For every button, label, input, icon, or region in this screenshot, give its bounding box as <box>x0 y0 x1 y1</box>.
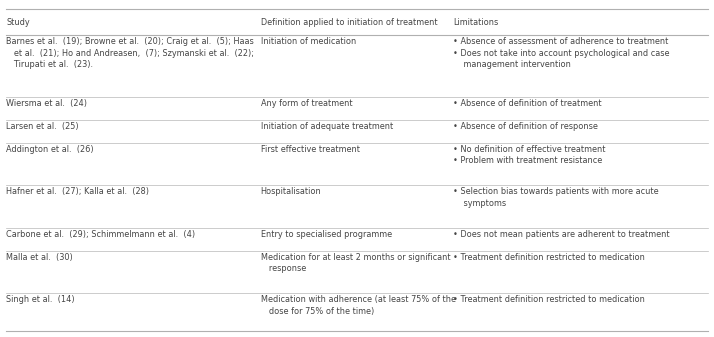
Text: Wiersma et al.  (24): Wiersma et al. (24) <box>6 99 87 108</box>
Text: • Treatment definition restricted to medication: • Treatment definition restricted to med… <box>453 253 645 262</box>
Text: Carbone et al.  (29); Schimmelmann et al.  (4): Carbone et al. (29); Schimmelmann et al.… <box>6 230 196 239</box>
Text: Entry to specialised programme: Entry to specialised programme <box>261 230 392 239</box>
Text: First effective treatment: First effective treatment <box>261 145 360 154</box>
Text: • Selection bias towards patients with more acute
    symptoms: • Selection bias towards patients with m… <box>453 187 659 208</box>
Text: Malla et al.  (30): Malla et al. (30) <box>6 253 73 262</box>
Text: Larsen et al.  (25): Larsen et al. (25) <box>6 122 79 131</box>
Text: Limitations: Limitations <box>453 18 498 27</box>
Text: Hospitalisation: Hospitalisation <box>261 187 321 196</box>
Text: Medication for at least 2 months or significant
   response: Medication for at least 2 months or sign… <box>261 253 451 273</box>
Text: • No definition of effective treatment
• Problem with treatment resistance: • No definition of effective treatment •… <box>453 145 606 165</box>
Text: Singh et al.  (14): Singh et al. (14) <box>6 296 75 305</box>
Text: Any form of treatment: Any form of treatment <box>261 99 352 108</box>
Text: Study: Study <box>6 18 30 27</box>
Text: Initiation of adequate treatment: Initiation of adequate treatment <box>261 122 393 131</box>
Text: Hafner et al.  (27); Kalla et al.  (28): Hafner et al. (27); Kalla et al. (28) <box>6 187 149 196</box>
Text: • Does not mean patients are adherent to treatment: • Does not mean patients are adherent to… <box>453 230 670 239</box>
Text: Addington et al.  (26): Addington et al. (26) <box>6 145 94 154</box>
Text: Medication with adherence (at least 75% of the
   dose for 75% of the time): Medication with adherence (at least 75% … <box>261 296 456 316</box>
Text: • Treatment definition restricted to medication: • Treatment definition restricted to med… <box>453 296 645 305</box>
Text: Barnes et al.  (19); Browne et al.  (20); Craig et al.  (5); Haas
   et al.  (21: Barnes et al. (19); Browne et al. (20); … <box>6 37 254 69</box>
Text: • Absence of definition of response: • Absence of definition of response <box>453 122 598 131</box>
Text: Definition applied to initiation of treatment: Definition applied to initiation of trea… <box>261 18 437 27</box>
Text: Initiation of medication: Initiation of medication <box>261 37 356 47</box>
Text: • Absence of definition of treatment: • Absence of definition of treatment <box>453 99 602 108</box>
Text: • Absence of assessment of adherence to treatment
• Does not take into account p: • Absence of assessment of adherence to … <box>453 37 670 69</box>
